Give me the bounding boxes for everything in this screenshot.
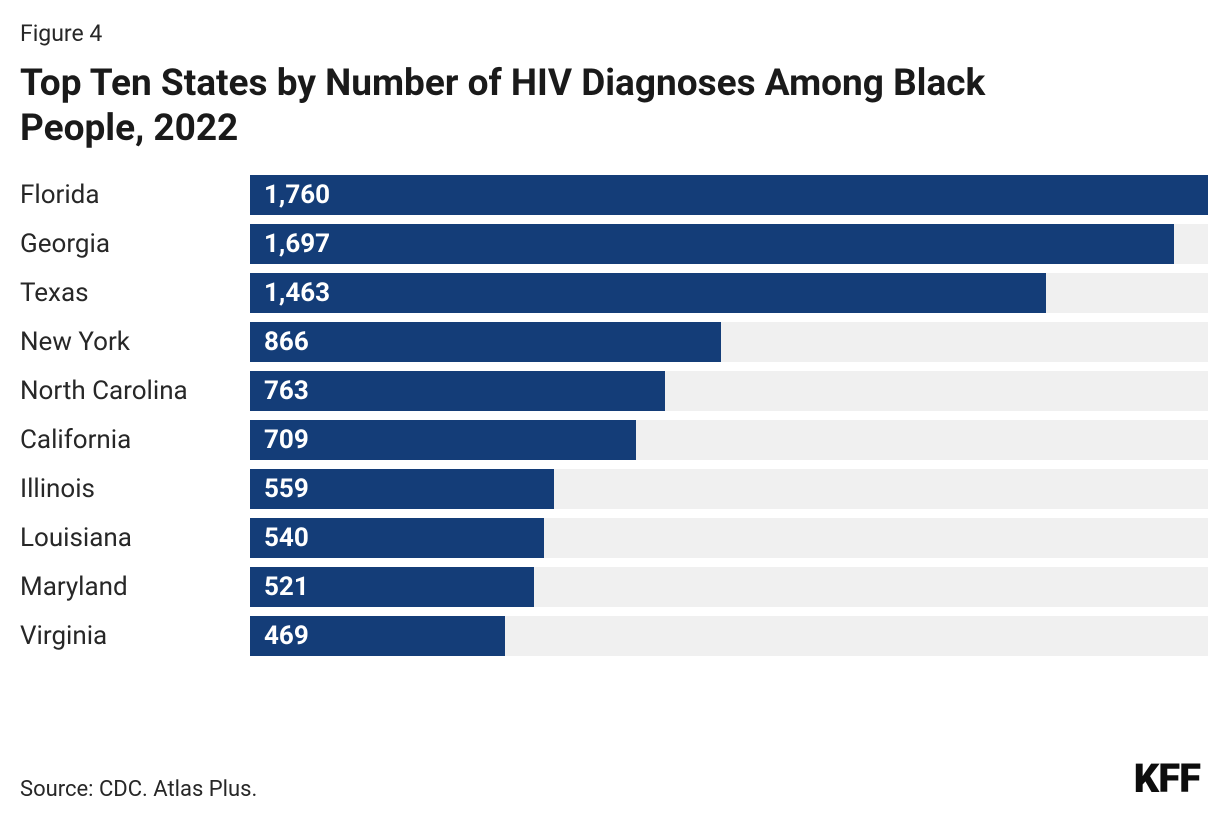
figure-container: Figure 4 Top Ten States by Number of HIV… — [0, 0, 1220, 820]
bar-value: 866 — [264, 327, 309, 357]
bar-label: Georgia — [20, 229, 250, 259]
bar-value: 1,697 — [264, 229, 330, 259]
figure-label: Figure 4 — [20, 20, 1208, 47]
brand-logo: KFF — [1134, 755, 1200, 802]
bar-label: Texas — [20, 278, 250, 308]
bar-row: Texas 1,463 — [20, 273, 1208, 313]
bar-track: 709 — [250, 420, 1208, 460]
bar-fill: 1,697 — [250, 224, 1174, 264]
bar-fill: 1,760 — [250, 175, 1208, 215]
bar-value: 709 — [264, 425, 309, 455]
bar-label: Florida — [20, 180, 250, 210]
source-text: Source: CDC. Atlas Plus. — [20, 777, 257, 802]
bar-value: 1,760 — [264, 180, 330, 210]
bar-fill: 866 — [250, 322, 721, 362]
bar-value: 763 — [264, 376, 309, 406]
bar-label: Louisiana — [20, 523, 250, 553]
bar-track: 763 — [250, 371, 1208, 411]
bar-value: 1,463 — [264, 278, 330, 308]
bar-fill: 469 — [250, 616, 505, 656]
bar-row: North Carolina 763 — [20, 371, 1208, 411]
bar-value: 559 — [264, 474, 309, 504]
bar-row: Florida 1,760 — [20, 175, 1208, 215]
bar-value: 521 — [264, 572, 309, 602]
bar-track: 559 — [250, 469, 1208, 509]
bar-fill: 763 — [250, 371, 665, 411]
bar-row: Maryland 521 — [20, 567, 1208, 607]
bar-row: California 709 — [20, 420, 1208, 460]
bar-row: New York 866 — [20, 322, 1208, 362]
bar-label: Maryland — [20, 572, 250, 602]
bar-fill: 709 — [250, 420, 636, 460]
bar-label: Virginia — [20, 621, 250, 651]
bar-chart: Florida 1,760 Georgia 1,697 Texas 1,463 New Yo… — [20, 175, 1208, 656]
bar-row: Georgia 1,697 — [20, 224, 1208, 264]
bar-value: 540 — [264, 523, 309, 553]
bar-row: Illinois 559 — [20, 469, 1208, 509]
figure-footer: Source: CDC. Atlas Plus. KFF — [20, 755, 1208, 820]
bar-label: North Carolina — [20, 376, 250, 406]
bar-track: 540 — [250, 518, 1208, 558]
bar-label: Illinois — [20, 474, 250, 504]
bar-value: 469 — [264, 621, 309, 651]
bar-fill: 559 — [250, 469, 554, 509]
bar-row: Virginia 469 — [20, 616, 1208, 656]
chart-title: Top Ten States by Number of HIV Diagnose… — [20, 61, 1100, 151]
bar-track: 469 — [250, 616, 1208, 656]
bar-label: California — [20, 425, 250, 455]
bar-fill: 1,463 — [250, 273, 1046, 313]
bar-track: 521 — [250, 567, 1208, 607]
bar-label: New York — [20, 327, 250, 357]
bar-track: 866 — [250, 322, 1208, 362]
bar-track: 1,760 — [250, 175, 1208, 215]
bar-row: Louisiana 540 — [20, 518, 1208, 558]
bar-track: 1,697 — [250, 224, 1208, 264]
bar-fill: 540 — [250, 518, 544, 558]
bar-fill: 521 — [250, 567, 534, 607]
bar-track: 1,463 — [250, 273, 1208, 313]
